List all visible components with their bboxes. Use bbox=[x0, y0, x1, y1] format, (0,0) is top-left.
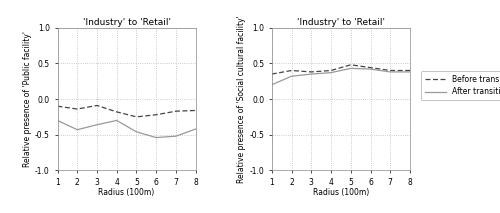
Y-axis label: Relative presence of 'Social cultural facility': Relative presence of 'Social cultural fa… bbox=[238, 15, 246, 183]
After transition bbox=[54, 119, 60, 122]
Y-axis label: Relative presence of 'Public facility': Relative presence of 'Public facility' bbox=[23, 31, 32, 167]
After transition bbox=[114, 119, 119, 122]
Title: 'Industry' to 'Retail': 'Industry' to 'Retail' bbox=[82, 18, 170, 27]
After transition bbox=[94, 124, 100, 126]
X-axis label: Radius (100m): Radius (100m) bbox=[313, 189, 369, 197]
Before transition bbox=[407, 69, 413, 72]
Legend: Before transition, After transition: Before transition, After transition bbox=[420, 72, 500, 100]
Before transition bbox=[153, 114, 159, 116]
Before transition bbox=[54, 105, 60, 107]
After transition bbox=[173, 135, 179, 137]
Before transition bbox=[368, 66, 374, 69]
Line: After transition: After transition bbox=[58, 120, 196, 138]
Title: 'Industry' to 'Retail': 'Industry' to 'Retail' bbox=[297, 18, 385, 27]
Line: Before transition: Before transition bbox=[272, 65, 410, 74]
After transition bbox=[288, 75, 294, 78]
After transition bbox=[348, 67, 354, 70]
Before transition bbox=[388, 69, 394, 72]
Line: After transition: After transition bbox=[272, 68, 410, 85]
Before transition bbox=[94, 104, 100, 107]
X-axis label: Radius (100m): Radius (100m) bbox=[98, 189, 154, 197]
Before transition bbox=[328, 69, 334, 72]
After transition bbox=[153, 136, 159, 139]
Before transition bbox=[288, 69, 294, 72]
Before transition bbox=[348, 63, 354, 66]
Before transition bbox=[269, 73, 275, 75]
After transition bbox=[134, 131, 140, 133]
Before transition bbox=[173, 110, 179, 112]
After transition bbox=[407, 71, 413, 73]
After transition bbox=[269, 83, 275, 86]
Before transition bbox=[74, 108, 80, 110]
After transition bbox=[328, 71, 334, 74]
After transition bbox=[368, 68, 374, 70]
Line: Before transition: Before transition bbox=[58, 105, 196, 117]
After transition bbox=[74, 128, 80, 131]
Before transition bbox=[114, 111, 119, 113]
Before transition bbox=[192, 109, 198, 112]
After transition bbox=[308, 73, 314, 75]
After transition bbox=[192, 128, 198, 130]
Before transition bbox=[308, 71, 314, 73]
After transition bbox=[388, 71, 394, 73]
Before transition bbox=[134, 116, 140, 118]
